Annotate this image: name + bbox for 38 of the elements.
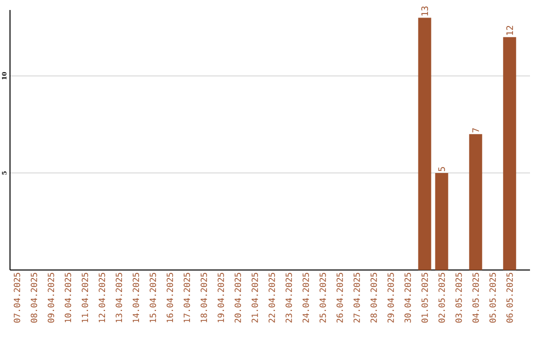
x-tick-label: 18.04.2025 (200, 272, 208, 322)
x-tick-label: 25.04.2025 (320, 272, 326, 323)
x-tick-label: 24.04.2025 (302, 272, 309, 323)
x-tick-label: 06.05.2025 (506, 272, 513, 323)
x-tick-label: 21.04.2025 (252, 272, 258, 323)
x-tick-label: 17.04.2025 (184, 272, 190, 322)
x-tick-label: 10.04.2025 (64, 272, 72, 322)
bar (418, 18, 432, 270)
x-tick-label: 02.05.2025 (438, 272, 445, 323)
x-tick-label: 03.05.2025 (455, 272, 462, 323)
x-tick-label: 26.04.2025 (336, 272, 343, 323)
x-tick-label: 23.04.2025 (286, 272, 292, 323)
x-tick-label: 14.04.2025 (132, 272, 140, 322)
x-tick-label: 22.04.2025 (268, 272, 275, 323)
bar (469, 134, 482, 270)
x-tick-label: 20.04.2025 (234, 272, 242, 323)
x-tick-label: 13.04.2025 (116, 272, 122, 322)
x-tick-label: 12.04.2025 (98, 272, 106, 322)
x-tick-label: 01.05.2025 (421, 272, 428, 323)
x-tick-label: 19.04.2025 (218, 272, 224, 322)
data-label: 7 (472, 128, 479, 132)
x-tick-label: 15.04.2025 (150, 272, 156, 322)
x-tick-label: 08.04.2025 (30, 272, 38, 323)
x-tick-label: 07.04.2025 (14, 272, 20, 323)
x-tick-label: 29.04.2025 (388, 272, 394, 323)
x-tick-label: 30.04.2025 (404, 272, 411, 323)
x-tick-label: 16.04.2025 (166, 272, 174, 322)
data-label: 13 (421, 6, 428, 16)
x-tick-label: 04.05.2025 (472, 272, 479, 323)
bar (435, 172, 448, 270)
x-tick-label: 27.04.2025 (354, 272, 360, 323)
x-tick-label: 28.04.2025 (370, 272, 377, 323)
x-tick-label: 11.04.2025 (82, 272, 88, 322)
bar (503, 37, 516, 270)
x-tick-label: 09.04.2025 (48, 272, 54, 323)
data-label: 5 (438, 167, 445, 172)
x-tick-label: 05.05.2025 (489, 272, 496, 323)
data-label: 12 (506, 26, 513, 35)
